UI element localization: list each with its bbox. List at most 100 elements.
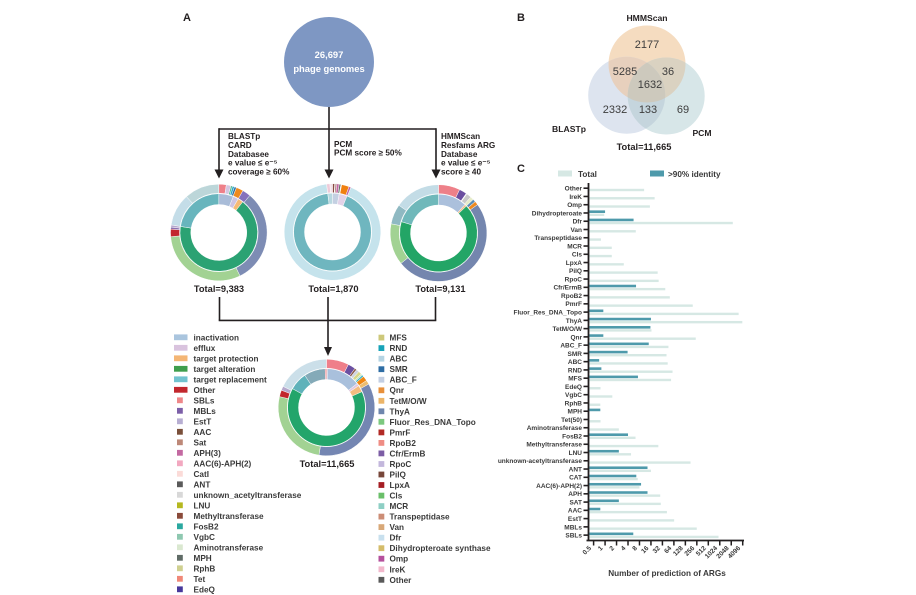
- svg-text:BLASTp: BLASTp: [228, 132, 260, 141]
- svg-text:Resfams ARG: Resfams ARG: [441, 141, 495, 150]
- svg-text:256: 256: [684, 545, 697, 558]
- svg-text:128: 128: [672, 545, 685, 558]
- svg-text:target protection: target protection: [194, 354, 259, 363]
- svg-text:EdeQ: EdeQ: [194, 585, 216, 594]
- svg-text:26,697: 26,697: [315, 49, 344, 60]
- svg-text:>90% identity: >90% identity: [668, 170, 721, 179]
- svg-text:Total=11,665: Total=11,665: [300, 459, 355, 469]
- svg-text:coverage ≥ 60%: coverage ≥ 60%: [228, 168, 290, 177]
- svg-text:EstT: EstT: [194, 417, 212, 426]
- svg-text:ABC: ABC: [390, 355, 408, 364]
- svg-text:4: 4: [620, 545, 628, 553]
- svg-text:Total: Total: [578, 170, 597, 179]
- svg-text:ThyA: ThyA: [566, 318, 583, 325]
- svg-text:Other: Other: [194, 386, 217, 395]
- svg-text:HMMScan: HMMScan: [441, 132, 480, 141]
- svg-text:IreK: IreK: [390, 565, 406, 574]
- svg-text:ABC_F: ABC_F: [560, 343, 582, 350]
- svg-text:SMR: SMR: [568, 351, 583, 358]
- svg-text:RND: RND: [568, 367, 582, 374]
- svg-text:133: 133: [639, 104, 657, 116]
- svg-text:LNU: LNU: [569, 450, 583, 457]
- svg-text:Methyltransferase: Methyltransferase: [194, 512, 265, 521]
- svg-text:Dihydropteroate: Dihydropteroate: [532, 210, 583, 217]
- svg-text:EstT: EstT: [568, 516, 582, 523]
- svg-text:RpoB2: RpoB2: [390, 439, 417, 448]
- svg-text:FosB2: FosB2: [562, 433, 582, 440]
- svg-text:RND: RND: [390, 344, 408, 353]
- svg-text:EdeQ: EdeQ: [565, 384, 582, 391]
- svg-text:Van: Van: [570, 227, 582, 234]
- svg-text:MBLs: MBLs: [194, 407, 217, 416]
- svg-text:16: 16: [640, 545, 650, 555]
- svg-text:Dihydropteroate synthase: Dihydropteroate synthase: [390, 544, 491, 553]
- svg-text:BLASTp: BLASTp: [552, 124, 586, 134]
- svg-text:B: B: [517, 12, 525, 24]
- svg-text:CARD: CARD: [228, 141, 252, 150]
- svg-text:Qnr: Qnr: [570, 334, 582, 341]
- svg-text:Database: Database: [441, 150, 478, 159]
- svg-text:Dfr: Dfr: [390, 534, 403, 543]
- svg-text:RpoC: RpoC: [390, 460, 412, 469]
- svg-text:FosB2: FosB2: [194, 522, 219, 531]
- svg-text:AAC: AAC: [568, 508, 582, 515]
- svg-text:Tet: Tet: [194, 575, 206, 584]
- svg-text:e value ≤ e⁻⁵: e value ≤ e⁻⁵: [228, 159, 278, 168]
- svg-text:Total=9,131: Total=9,131: [415, 284, 465, 294]
- svg-text:PmrF: PmrF: [390, 428, 411, 437]
- svg-text:C: C: [517, 163, 525, 175]
- svg-text:Number of prediction of ARGs: Number of prediction of ARGs: [608, 569, 726, 578]
- svg-text:32: 32: [652, 545, 662, 555]
- svg-text:Transpeptidase: Transpeptidase: [390, 513, 451, 522]
- svg-text:Databasee: Databasee: [228, 150, 269, 159]
- svg-text:SBLs: SBLs: [565, 533, 582, 540]
- svg-text:PCM: PCM: [692, 128, 711, 138]
- svg-text:APH: APH: [568, 491, 582, 498]
- svg-text:Methyltransferase: Methyltransferase: [526, 442, 582, 449]
- svg-text:Dfr: Dfr: [573, 219, 583, 226]
- svg-text:ABC_F: ABC_F: [390, 376, 417, 385]
- svg-text:ThyA: ThyA: [390, 407, 411, 416]
- svg-text:VgbC: VgbC: [565, 392, 582, 399]
- svg-text:score ≥ 40: score ≥ 40: [441, 168, 481, 177]
- svg-text:Total=11,665: Total=11,665: [617, 142, 672, 152]
- svg-text:MPH: MPH: [568, 409, 583, 416]
- svg-text:target replacement: target replacement: [194, 375, 268, 384]
- svg-text:ABC: ABC: [568, 359, 582, 366]
- svg-text:MFS: MFS: [568, 376, 582, 383]
- svg-text:2177: 2177: [635, 39, 659, 51]
- svg-text:AAC(6)-APH(2): AAC(6)-APH(2): [536, 483, 582, 490]
- svg-text:IreK: IreK: [569, 194, 582, 201]
- svg-text:PilQ: PilQ: [569, 268, 582, 275]
- svg-text:69: 69: [677, 104, 689, 116]
- svg-text:ANT: ANT: [569, 466, 582, 473]
- svg-text:2: 2: [608, 545, 616, 553]
- svg-text:Total=9,383: Total=9,383: [194, 284, 244, 294]
- svg-text:2332: 2332: [603, 104, 627, 116]
- svg-text:RpoC: RpoC: [565, 276, 583, 283]
- svg-text:AAC(6)-APH(2): AAC(6)-APH(2): [194, 459, 252, 468]
- svg-text:target alteration: target alteration: [194, 365, 256, 374]
- svg-text:e value ≤ e⁻⁵: e value ≤ e⁻⁵: [441, 159, 491, 168]
- svg-text:AAC: AAC: [194, 428, 212, 437]
- svg-text:MPH: MPH: [194, 554, 212, 563]
- svg-text:Omp: Omp: [567, 202, 582, 209]
- svg-text:RphB: RphB: [194, 564, 216, 573]
- svg-text:LNU: LNU: [194, 501, 211, 510]
- svg-text:A: A: [183, 12, 191, 24]
- svg-text:efflux: efflux: [194, 344, 216, 353]
- svg-text:8: 8: [631, 545, 639, 553]
- svg-text:phage genomes: phage genomes: [293, 63, 364, 74]
- svg-text:LpxA: LpxA: [566, 260, 583, 267]
- svg-text:Transpeptidase: Transpeptidase: [534, 235, 582, 242]
- svg-text:Aminotransferase: Aminotransferase: [194, 543, 264, 552]
- svg-text:SAT: SAT: [569, 499, 582, 506]
- svg-text:Cls: Cls: [572, 252, 583, 259]
- svg-text:Aminotransferase: Aminotransferase: [527, 425, 583, 432]
- svg-text:unknown-acetyltransferase: unknown-acetyltransferase: [498, 458, 583, 465]
- svg-text:APH(3): APH(3): [194, 449, 222, 458]
- svg-text:Fluor_Res_DNA_Topo: Fluor_Res_DNA_Topo: [514, 310, 583, 317]
- svg-text:5285: 5285: [613, 66, 637, 78]
- svg-text:Tet(50): Tet(50): [561, 417, 582, 424]
- svg-text:Omp: Omp: [390, 555, 409, 564]
